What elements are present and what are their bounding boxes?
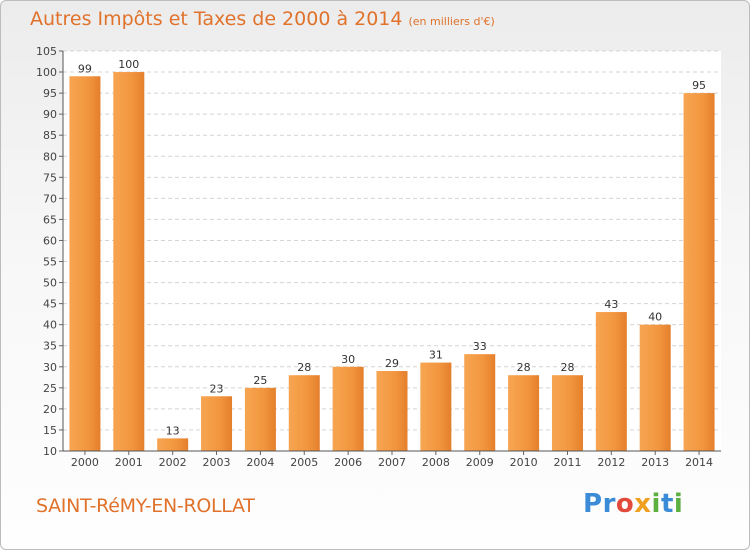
bar: [201, 396, 233, 451]
logo-letter: P: [583, 489, 603, 519]
bar: [113, 72, 145, 451]
y-tick-label: 60: [43, 234, 57, 247]
x-tick-label: 2008: [422, 456, 450, 469]
x-tick-label: 2003: [203, 456, 231, 469]
x-tick-label: 2014: [685, 456, 713, 469]
x-tick-label: 2010: [510, 456, 538, 469]
x-tick-label: 2005: [290, 456, 318, 469]
y-tick-label: 75: [43, 171, 57, 184]
y-tick-label: 25: [43, 382, 57, 395]
data-label: 95: [692, 79, 706, 92]
bar: [69, 76, 101, 452]
y-tick-label: 50: [43, 277, 57, 290]
y-tick-label: 55: [43, 256, 57, 269]
bar: [551, 375, 583, 451]
y-tick-label: 90: [43, 108, 57, 121]
data-label: 99: [78, 62, 92, 75]
y-tick-label: 105: [36, 45, 57, 58]
bar: [244, 387, 276, 451]
bar: [683, 93, 715, 452]
data-label: 30: [341, 353, 355, 366]
x-tick-label: 2000: [71, 456, 99, 469]
data-label: 29: [385, 357, 399, 370]
data-label: 28: [517, 361, 531, 374]
bar: [376, 371, 408, 451]
x-tick-label: 2013: [641, 456, 669, 469]
logo-letter: x: [634, 489, 652, 519]
x-tick-label: 2002: [159, 456, 187, 469]
y-tick-label: 30: [43, 361, 57, 374]
logo-letter: r: [602, 489, 616, 519]
commune-name: SAINT-RéMY-EN-ROLLAT: [36, 495, 255, 517]
x-tick-label: 2007: [378, 456, 406, 469]
chart-subtitle: (en milliers d'€): [408, 15, 495, 28]
data-label: 40: [648, 311, 662, 324]
proxiti-logo: Proxiti: [583, 489, 683, 519]
data-label: 28: [560, 361, 574, 374]
y-tick-label: 35: [43, 340, 57, 353]
bar: [464, 354, 496, 451]
y-tick-label: 15: [43, 424, 57, 437]
logo-letter: i: [673, 489, 684, 519]
data-label: 28: [297, 361, 311, 374]
logo-letter: i: [651, 489, 661, 519]
y-tick-label: 45: [43, 298, 57, 311]
bar: [639, 324, 671, 451]
bar: [288, 375, 320, 451]
chart-title: Autres Impôts et Taxes de 2000 à 2014: [30, 8, 403, 30]
x-tick-label: 2011: [553, 456, 581, 469]
bar: [332, 366, 364, 451]
bar: [420, 362, 452, 451]
y-tick-label: 70: [43, 192, 57, 205]
x-tick-label: 2012: [597, 456, 625, 469]
x-tick-label: 2004: [246, 456, 274, 469]
bar: [508, 375, 540, 451]
data-label: 31: [429, 349, 443, 362]
data-label: 43: [604, 298, 618, 311]
data-label: 23: [210, 382, 224, 395]
y-tick-label: 10: [43, 445, 57, 458]
data-label: 25: [253, 374, 267, 387]
x-tick-label: 2001: [115, 456, 143, 469]
title-row: Autres Impôts et Taxes de 2000 à 2014 (en…: [30, 8, 495, 30]
data-label: 13: [166, 424, 180, 437]
x-tick-label: 2006: [334, 456, 362, 469]
logo-letter: o: [615, 489, 635, 519]
y-tick-label: 20: [43, 403, 57, 416]
y-tick-label: 65: [43, 213, 57, 226]
bar: [157, 438, 189, 451]
y-tick-label: 95: [43, 87, 57, 100]
bar: [595, 312, 627, 451]
data-label: 33: [473, 340, 487, 353]
y-tick-label: 80: [43, 150, 57, 163]
y-tick-label: 100: [36, 66, 57, 79]
logo-letter: t: [660, 489, 674, 519]
x-tick-label: 2009: [466, 456, 494, 469]
y-tick-label: 40: [43, 319, 57, 332]
data-label: 100: [118, 58, 139, 71]
y-tick-label: 85: [43, 129, 57, 142]
